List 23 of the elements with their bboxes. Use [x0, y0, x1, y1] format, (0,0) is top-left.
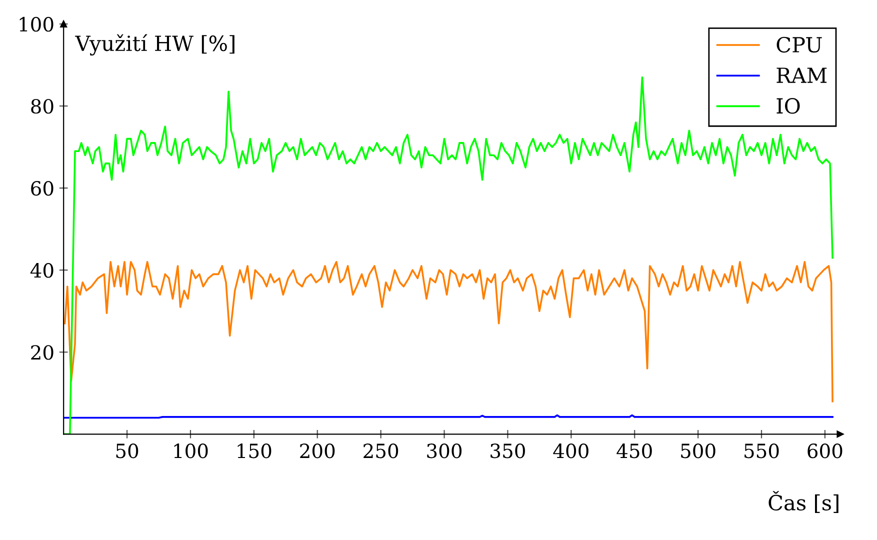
y-tick-label: 100 [20, 16, 54, 32]
legend-label: IO [776, 98, 800, 114]
line-series [64, 260, 834, 402]
x-tick-label: 550 [744, 444, 779, 458]
x-tick-label: 400 [553, 444, 588, 458]
y-axis-title: Využití HW [%] [75, 34, 234, 56]
y-tick-label: 60 [31, 181, 54, 196]
x-tick-label: 200 [300, 444, 335, 458]
y-tick-label: 40 [30, 263, 54, 278]
x-tick-label: 450 [616, 444, 652, 458]
x-tick-label: 500 [681, 444, 716, 458]
x-tick-label: 50 [116, 444, 138, 458]
x-axis-title: Čas [s] [768, 490, 838, 513]
legend-label: CPU [776, 36, 822, 53]
x-tick-label: 300 [427, 444, 462, 458]
x-tick-label: 250 [364, 444, 398, 458]
x-tick-label: 600 [808, 444, 842, 458]
legend-label: RAM [776, 68, 827, 83]
x-tick-label: 100 [174, 444, 208, 458]
x-tick-label: 150 [238, 444, 272, 458]
x-tick-label: 350 [490, 444, 525, 458]
y-tick-label: 20 [31, 345, 54, 360]
y-tick-label: 80 [31, 98, 54, 114]
